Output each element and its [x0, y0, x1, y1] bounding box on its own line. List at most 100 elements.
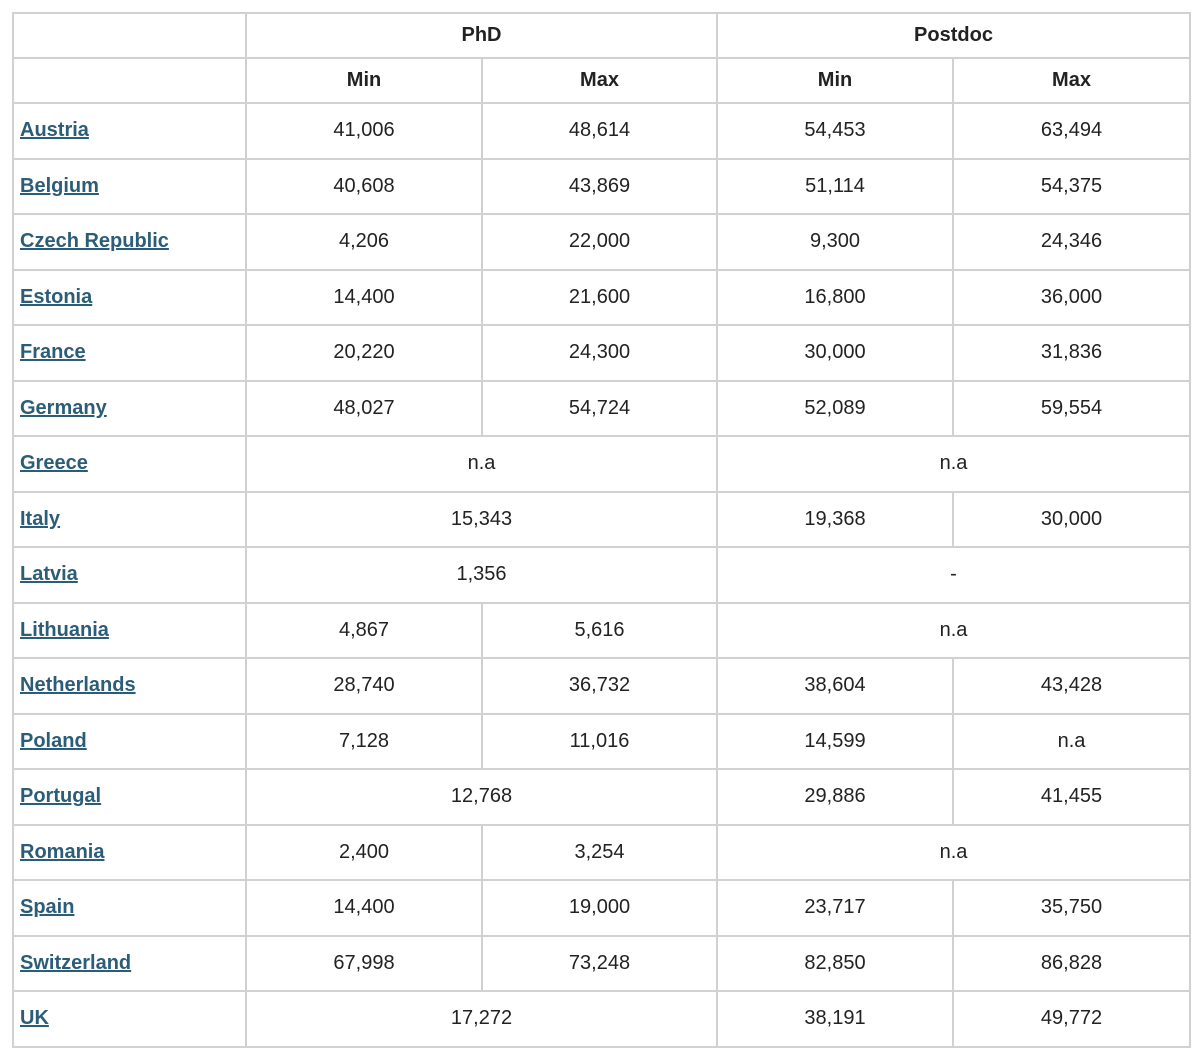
country-cell: Estonia: [12, 268, 247, 326]
value-cell: 17,272: [245, 990, 718, 1048]
table-head: PhD Postdoc Min Max Min Max: [12, 12, 1191, 104]
sub-header: Max: [952, 57, 1191, 104]
value-cell: -: [716, 546, 1191, 604]
country-cell: France: [12, 324, 247, 382]
country-link[interactable]: Greece: [20, 452, 88, 475]
country-cell: Poland: [12, 712, 247, 770]
table-row: Belgium 40,608 43,869 51,114 54,375: [12, 157, 1191, 215]
value-cell: 54,453: [716, 102, 954, 160]
country-link[interactable]: Latvia: [20, 563, 78, 586]
value-cell: 5,616: [481, 601, 718, 659]
value-cell: 48,027: [245, 379, 483, 437]
table-row: Poland 7,128 11,016 14,599 n.a: [12, 712, 1191, 770]
country-cell: Latvia: [12, 546, 247, 604]
table-body: Austria 41,006 48,614 54,453 63,494 Belgium 40…: [12, 102, 1191, 1048]
value-cell: 3,254: [481, 823, 718, 881]
value-cell: 59,554: [952, 379, 1191, 437]
value-cell: 43,428: [952, 657, 1191, 715]
value-cell: 49,772: [952, 990, 1191, 1048]
group-header: Postdoc: [716, 12, 1191, 59]
value-cell: 22,000: [481, 213, 718, 271]
table-row: Netherlands 28,740 36,732 38,604 43,428: [12, 657, 1191, 715]
value-cell: 41,006: [245, 102, 483, 160]
country-link[interactable]: Poland: [20, 729, 87, 752]
table-row: Latvia 1,356-: [12, 546, 1191, 604]
country-link[interactable]: Italy: [20, 507, 61, 530]
country-link[interactable]: Belgium: [20, 174, 99, 197]
country-link[interactable]: Spain: [20, 896, 75, 919]
value-cell: 51,114: [716, 157, 954, 215]
country-cell: Netherlands: [12, 657, 247, 715]
value-cell: 30,000: [952, 490, 1191, 548]
country-cell: UK: [12, 990, 247, 1048]
value-cell: 36,000: [952, 268, 1191, 326]
value-cell: 54,375: [952, 157, 1191, 215]
country-link[interactable]: France: [20, 341, 86, 364]
value-cell: 4,206: [245, 213, 483, 271]
value-cell: 29,886: [716, 768, 954, 826]
country-link[interactable]: Lithuania: [20, 618, 109, 641]
value-cell: 11,016: [481, 712, 718, 770]
country-cell: Germany: [12, 379, 247, 437]
value-cell: 9,300: [716, 213, 954, 271]
value-cell: 7,128: [245, 712, 483, 770]
group-header: PhD: [245, 12, 718, 59]
header-row: Min Max Min Max: [12, 57, 1191, 104]
value-cell: n.a: [952, 712, 1191, 770]
country-link[interactable]: Romania: [20, 840, 105, 863]
country-cell: Switzerland: [12, 934, 247, 992]
value-cell: 19,000: [481, 879, 718, 937]
value-cell: n.a: [716, 823, 1191, 881]
value-cell: 43,869: [481, 157, 718, 215]
country-link[interactable]: Czech Republic: [20, 230, 169, 253]
header-row: PhD Postdoc: [12, 12, 1191, 59]
country-cell: Greece: [12, 435, 247, 493]
country-cell: Austria: [12, 102, 247, 160]
value-cell: 36,732: [481, 657, 718, 715]
value-cell: 35,750: [952, 879, 1191, 937]
table-row: UK 17,272 38,191 49,772: [12, 990, 1191, 1048]
value-cell: n.a: [716, 601, 1191, 659]
table-row: Greece n.a n.a: [12, 435, 1191, 493]
value-cell: 48,614: [481, 102, 718, 160]
value-cell: 38,604: [716, 657, 954, 715]
table-row: Spain 14,400 19,000 23,717 35,750: [12, 879, 1191, 937]
value-cell: n.a: [245, 435, 718, 493]
value-cell: 15,343: [245, 490, 718, 548]
value-cell: 24,300: [481, 324, 718, 382]
value-cell: 14,599: [716, 712, 954, 770]
country-link[interactable]: UK: [20, 1007, 49, 1030]
value-cell: 28,740: [245, 657, 483, 715]
value-cell: 14,400: [245, 879, 483, 937]
value-cell: 16,800: [716, 268, 954, 326]
value-cell: 63,494: [952, 102, 1191, 160]
country-link[interactable]: Portugal: [20, 785, 102, 808]
table-row: Austria 41,006 48,614 54,453 63,494: [12, 102, 1191, 160]
value-cell: 30,000: [716, 324, 954, 382]
sub-header: Min: [245, 57, 483, 104]
value-cell: 40,608: [245, 157, 483, 215]
table-row: Italy 15,343 19,368 30,000: [12, 490, 1191, 548]
corner-cell: [12, 12, 247, 59]
value-cell: 21,600: [481, 268, 718, 326]
table-row: Romania 2,400 3,254 n.a: [12, 823, 1191, 881]
country-link[interactable]: Austria: [20, 119, 89, 142]
value-cell: 31,836: [952, 324, 1191, 382]
country-link[interactable]: Switzerland: [20, 951, 132, 974]
country-cell: Portugal: [12, 768, 247, 826]
value-cell: 24,346: [952, 213, 1191, 271]
value-cell: 73,248: [481, 934, 718, 992]
value-cell: 19,368: [716, 490, 954, 548]
country-link[interactable]: Estonia: [20, 285, 93, 308]
country-link[interactable]: Germany: [20, 396, 107, 419]
value-cell: 20,220: [245, 324, 483, 382]
value-cell: 1,356: [245, 546, 718, 604]
country-cell: Spain: [12, 879, 247, 937]
country-cell: Czech Republic: [12, 213, 247, 271]
value-cell: 41,455: [952, 768, 1191, 826]
country-cell: Italy: [12, 490, 247, 548]
value-cell: 14,400: [245, 268, 483, 326]
country-link[interactable]: Netherlands: [20, 674, 136, 697]
value-cell: 52,089: [716, 379, 954, 437]
